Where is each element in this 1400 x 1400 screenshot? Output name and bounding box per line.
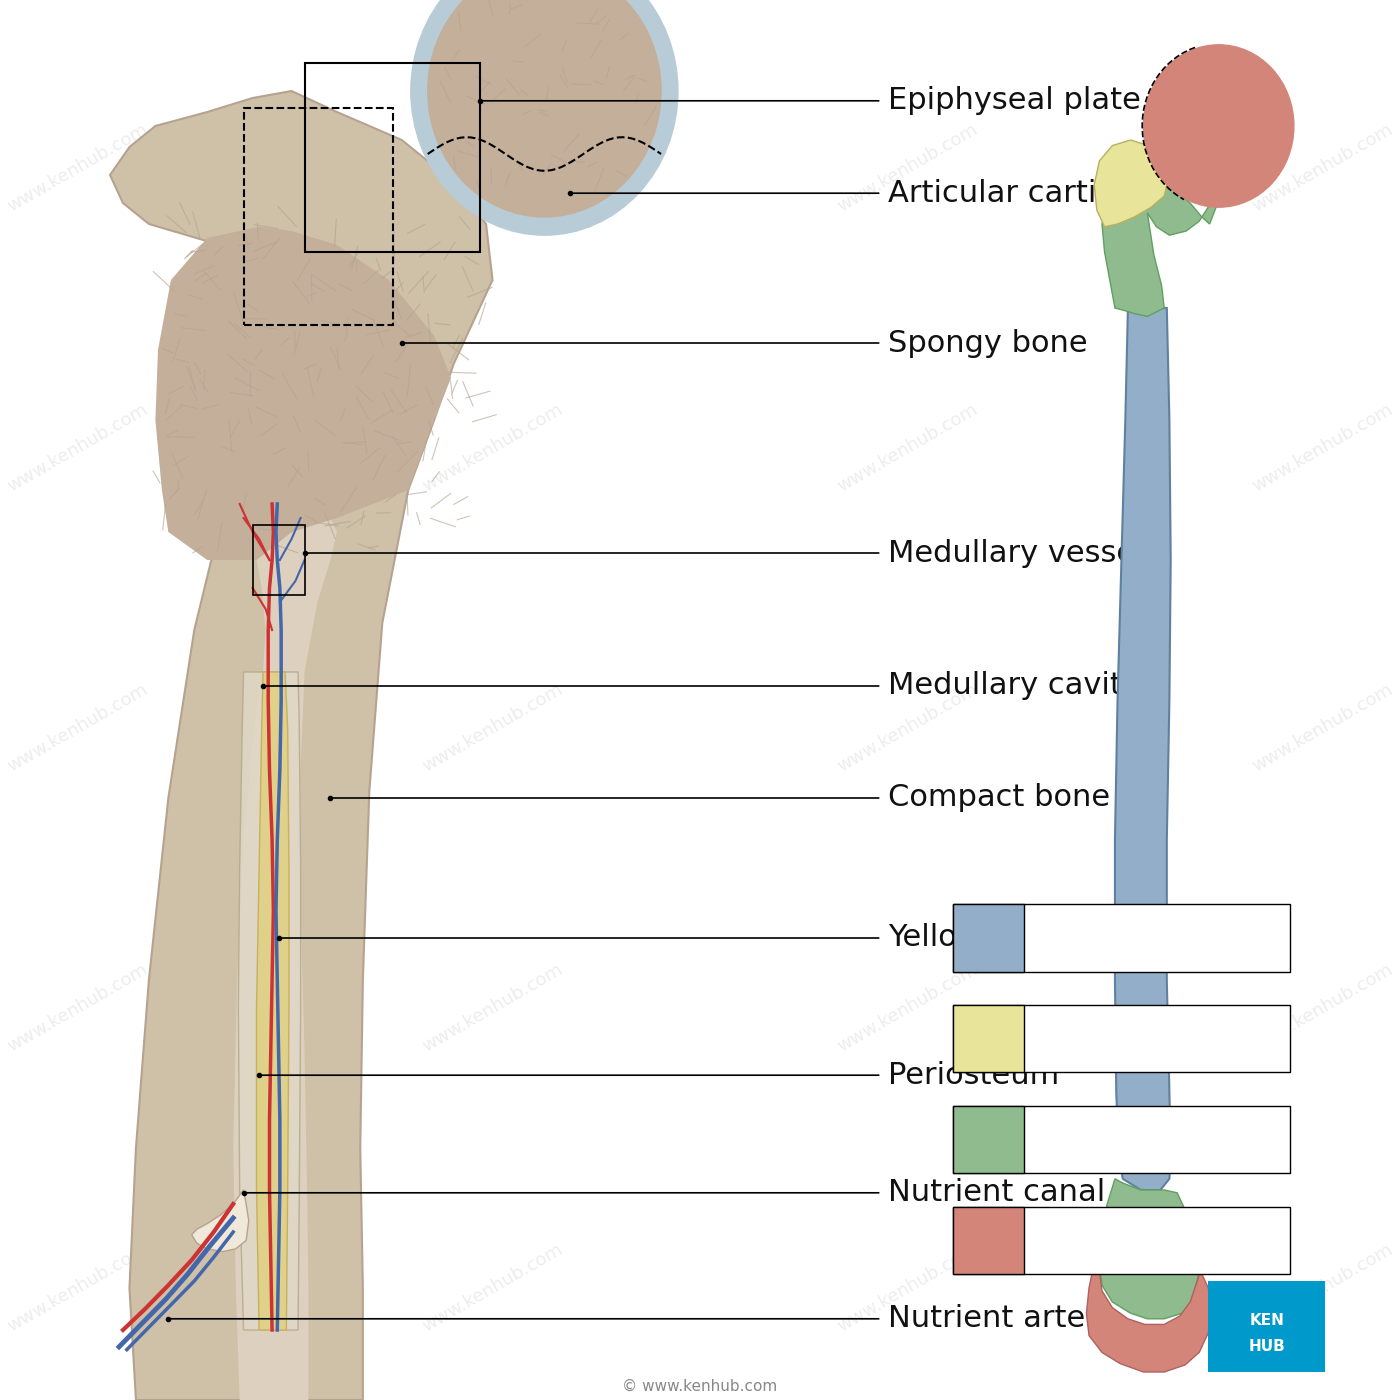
Bar (953, 904, 1289, 972)
Text: Articular cartilage: Articular cartilage (888, 179, 1162, 207)
Text: Epiphysis: Epiphysis (1040, 1226, 1172, 1254)
Text: © www.kenhub.com: © www.kenhub.com (623, 1379, 777, 1393)
Bar (953, 904, 1025, 972)
Bar (953, 1106, 1289, 1173)
Bar (953, 1207, 1289, 1274)
Text: www.kenhub.com: www.kenhub.com (4, 960, 151, 1056)
Bar (953, 1207, 1025, 1274)
Bar (1208, 1281, 1324, 1372)
Text: Metaphysis: Metaphysis (1040, 1126, 1197, 1154)
Text: www.kenhub.com: www.kenhub.com (419, 680, 566, 776)
Polygon shape (1086, 1257, 1211, 1372)
Text: www.kenhub.com: www.kenhub.com (834, 400, 981, 496)
Text: Medullary cavity: Medullary cavity (888, 672, 1140, 700)
Polygon shape (155, 227, 451, 560)
Bar (953, 1005, 1025, 1072)
Bar (953, 1106, 1025, 1173)
Circle shape (1144, 45, 1294, 207)
Polygon shape (1114, 308, 1170, 1190)
Text: KEN: KEN (1249, 1313, 1284, 1327)
Text: www.kenhub.com: www.kenhub.com (834, 1240, 981, 1336)
Text: www.kenhub.com: www.kenhub.com (4, 680, 151, 776)
Text: Compact bone: Compact bone (888, 784, 1110, 812)
Text: Nutrient artery: Nutrient artery (888, 1305, 1116, 1333)
Text: www.kenhub.com: www.kenhub.com (1249, 680, 1396, 776)
Text: www.kenhub.com: www.kenhub.com (419, 960, 566, 1056)
Text: Apophysis: Apophysis (1040, 1025, 1182, 1053)
Text: www.kenhub.com: www.kenhub.com (1249, 400, 1396, 496)
Text: Diaphysis: Diaphysis (1040, 924, 1175, 952)
Bar (953, 1005, 1289, 1072)
Text: www.kenhub.com: www.kenhub.com (1249, 1240, 1396, 1336)
Text: Spongy bone: Spongy bone (888, 329, 1088, 357)
Bar (252, 525, 305, 595)
Text: www.kenhub.com: www.kenhub.com (834, 120, 981, 216)
Polygon shape (256, 672, 288, 1330)
Text: www.kenhub.com: www.kenhub.com (834, 960, 981, 1056)
Text: www.kenhub.com: www.kenhub.com (4, 400, 151, 496)
Text: Epiphyseal plate: Epiphyseal plate (888, 87, 1141, 115)
Polygon shape (192, 1190, 249, 1252)
Bar (305, 63, 480, 252)
Circle shape (410, 0, 678, 235)
Text: Yellow bone marrow: Yellow bone marrow (888, 924, 1193, 952)
Text: www.kenhub.com: www.kenhub.com (419, 1240, 566, 1336)
Text: HUB: HUB (1249, 1340, 1285, 1354)
Text: www.kenhub.com: www.kenhub.com (4, 1240, 151, 1336)
Text: Nutrient canal: Nutrient canal (888, 1179, 1105, 1207)
Polygon shape (111, 91, 493, 1400)
Polygon shape (1102, 147, 1236, 316)
Polygon shape (1095, 140, 1169, 227)
Text: www.kenhub.com: www.kenhub.com (1249, 960, 1396, 1056)
Polygon shape (234, 518, 337, 1400)
Text: www.kenhub.com: www.kenhub.com (4, 120, 151, 216)
Bar (244, 108, 392, 325)
Text: Medullary vessels: Medullary vessels (888, 539, 1159, 567)
Circle shape (427, 0, 661, 217)
Text: www.kenhub.com: www.kenhub.com (419, 400, 566, 496)
Polygon shape (1099, 1179, 1198, 1319)
Text: Periosteum: Periosteum (888, 1061, 1060, 1089)
Text: www.kenhub.com: www.kenhub.com (419, 120, 566, 216)
Text: www.kenhub.com: www.kenhub.com (1249, 120, 1396, 216)
Text: www.kenhub.com: www.kenhub.com (834, 680, 981, 776)
Polygon shape (238, 672, 301, 1330)
